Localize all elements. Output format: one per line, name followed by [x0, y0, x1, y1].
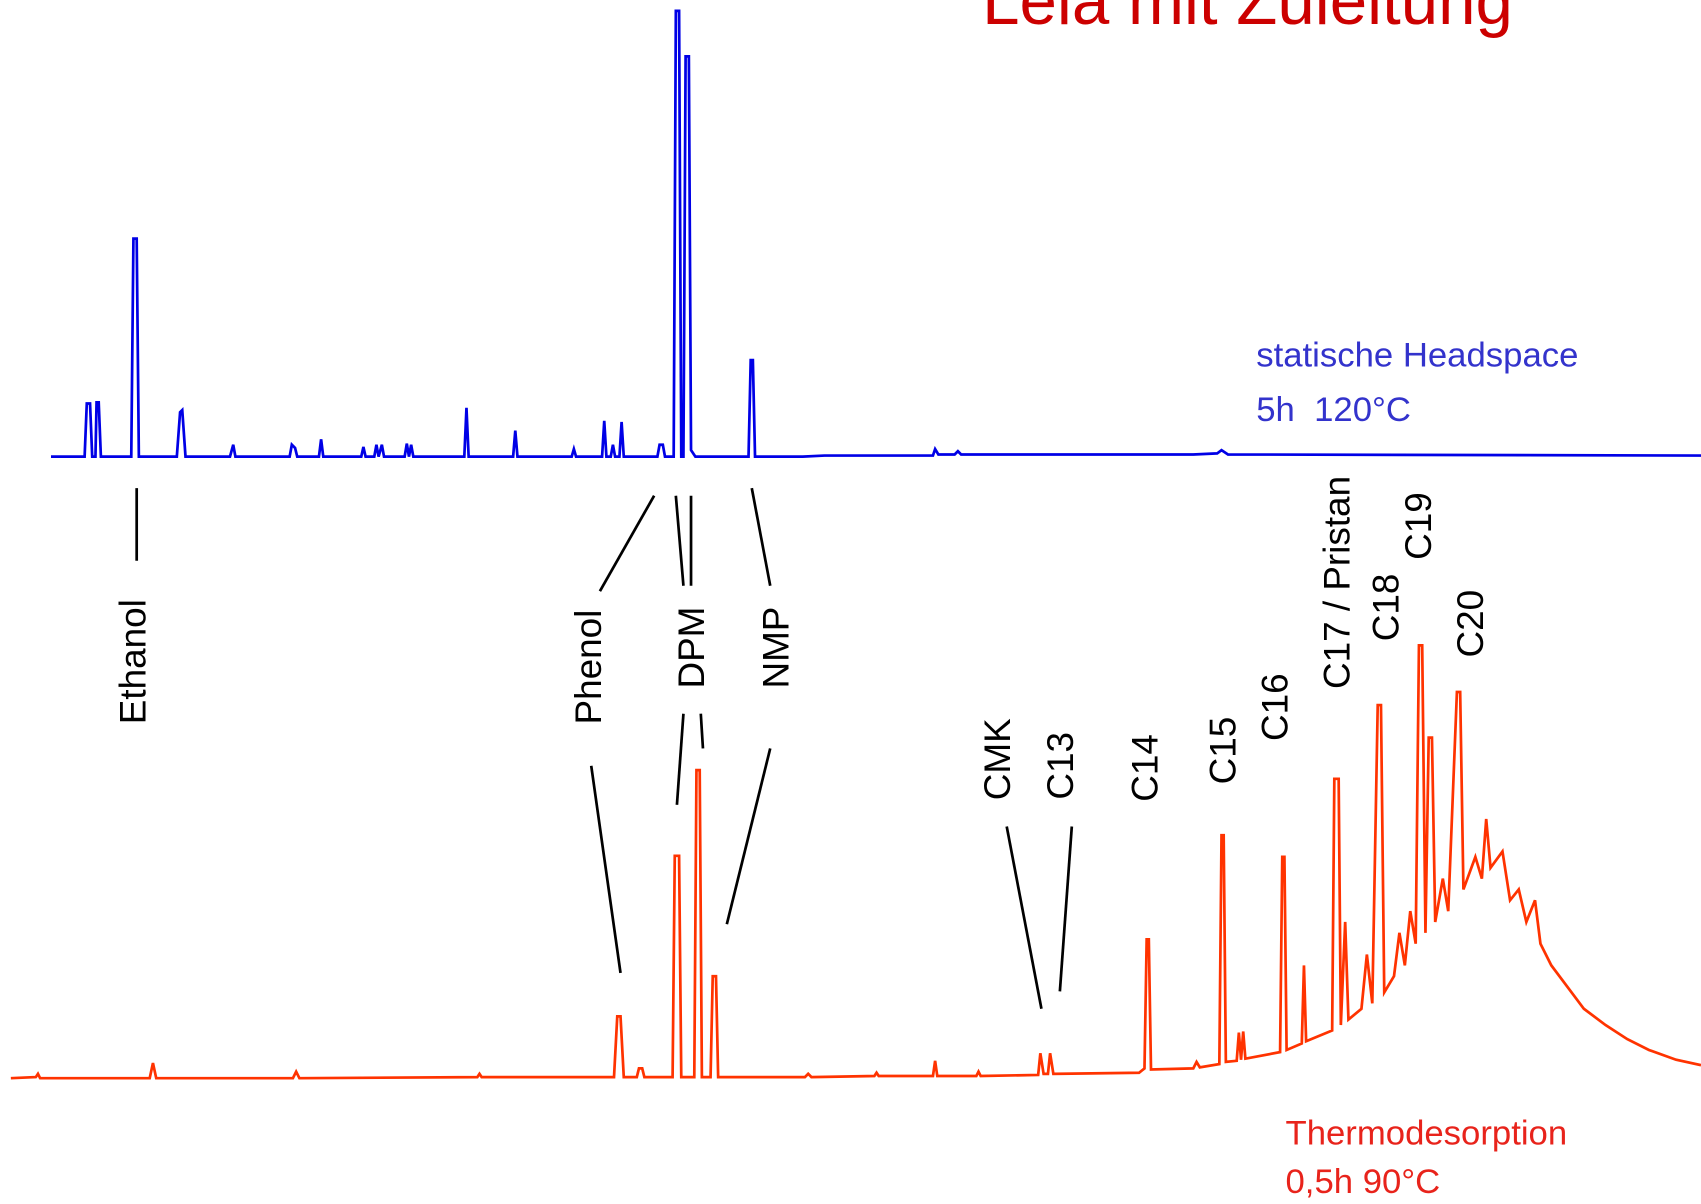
peak-label: C17 / Pristan [1317, 476, 1358, 689]
peak-label: C14 [1124, 734, 1165, 802]
trace-condition: 0,5h 90°C [1286, 1163, 1441, 1201]
peak-label: C18 [1365, 574, 1406, 642]
peak-label: NMP [756, 607, 797, 689]
trace-name: statische Headspace [1256, 337, 1578, 375]
peak-label: C16 [1255, 673, 1296, 741]
peak-label: C13 [1040, 732, 1081, 800]
peak-label: Ethanol [112, 599, 153, 724]
leader-line [675, 713, 685, 805]
leader-line [750, 487, 772, 586]
trace-name: Thermodesorption [1286, 1114, 1568, 1152]
peak-label: C15 [1203, 717, 1244, 785]
peak-label: C20 [1450, 590, 1491, 658]
headspace-trace [50, 9, 1701, 459]
leader-lines [135, 487, 1074, 1010]
trace-condition: 5h 120°C [1256, 391, 1411, 429]
leader-line [589, 765, 622, 974]
leader-line [598, 495, 656, 592]
leader-line [1005, 826, 1043, 1010]
peak-label: CMK [977, 718, 1018, 800]
leader-line [674, 495, 685, 586]
peak-label: DPM [671, 607, 712, 689]
peak-label: C19 [1398, 492, 1439, 560]
leader-line [699, 713, 705, 749]
peak-label: Phenol [568, 610, 609, 725]
title: Lela mit Zuleitung [982, 0, 1513, 39]
thermodesorption-trace [10, 644, 1701, 1080]
leader-line [1058, 826, 1074, 992]
leader-line [725, 748, 772, 925]
